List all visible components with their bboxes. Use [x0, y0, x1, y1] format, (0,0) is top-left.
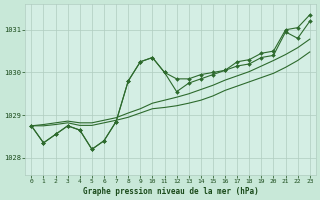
X-axis label: Graphe pression niveau de la mer (hPa): Graphe pression niveau de la mer (hPa) [83, 187, 259, 196]
